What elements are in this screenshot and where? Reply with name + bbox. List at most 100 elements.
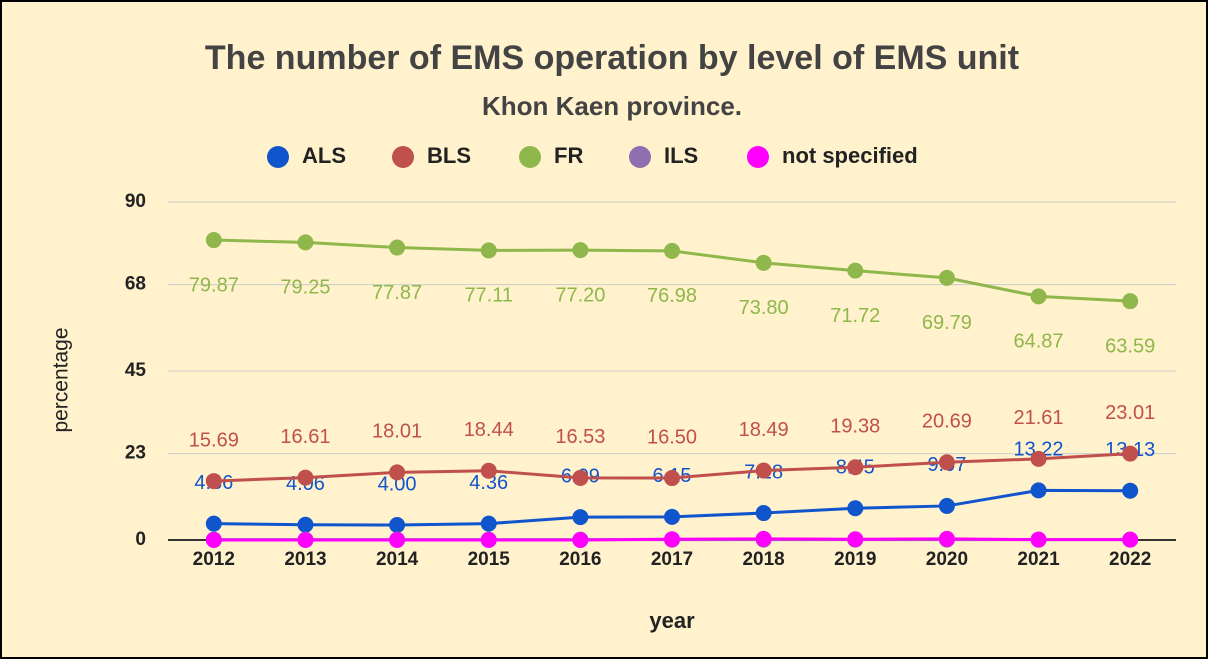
data-point	[664, 508, 680, 525]
y-axis-label: percentage	[50, 327, 73, 432]
data-label: 20.69	[922, 411, 972, 433]
data-point	[389, 532, 406, 548]
data-point	[572, 532, 589, 548]
data-point	[205, 532, 222, 548]
legend-marker	[267, 146, 289, 168]
data-label: 19.38	[830, 415, 880, 437]
legend-label: FR	[554, 143, 583, 168]
chart-subtitle: Khon Kaen province.	[482, 91, 742, 121]
data-point	[1122, 445, 1139, 462]
data-point	[664, 470, 680, 487]
data-point	[1122, 293, 1139, 310]
data-point	[1030, 288, 1047, 305]
data-point	[1122, 531, 1139, 548]
data-point	[389, 464, 406, 481]
y-tick-label: 68	[125, 274, 146, 295]
legend-marker	[629, 146, 651, 168]
data-point	[847, 500, 864, 517]
x-tick-label: 2021	[1017, 549, 1060, 570]
data-point	[480, 532, 497, 548]
data-label: 77.11	[464, 285, 513, 307]
legend-marker	[519, 146, 541, 168]
x-tick-label: 2020	[926, 549, 968, 570]
data-label: 15.69	[189, 429, 239, 451]
data-point	[205, 473, 222, 490]
data-label: 16.50	[647, 426, 697, 448]
data-point	[297, 469, 314, 486]
data-label: 79.25	[280, 277, 330, 299]
x-axis-label: year	[649, 608, 695, 633]
data-label: 71.72	[830, 305, 880, 327]
data-point	[664, 242, 680, 259]
legend-label: ALS	[302, 143, 346, 168]
legend-marker	[392, 146, 414, 168]
data-point	[205, 232, 222, 249]
data-point	[847, 459, 864, 476]
y-tick-label: 0	[135, 529, 146, 550]
x-tick-label: 2019	[834, 549, 876, 570]
x-tick-label: 2014	[376, 549, 419, 570]
data-label: 23.01	[1105, 402, 1155, 424]
x-tick-label: 2018	[742, 549, 784, 570]
x-tick-label: 2015	[468, 549, 511, 570]
data-point	[755, 462, 772, 479]
data-point	[572, 242, 589, 259]
data-label: 18.49	[739, 419, 789, 441]
legend-label: not specified	[782, 143, 918, 168]
data-label: 16.61	[280, 426, 330, 448]
x-tick-label: 2022	[1109, 549, 1151, 570]
data-point	[572, 509, 589, 526]
legend-label: BLS	[427, 143, 471, 168]
data-label: 77.20	[555, 284, 605, 306]
data-point	[938, 530, 955, 547]
data-point	[1030, 450, 1047, 467]
y-tick-label: 23	[125, 443, 146, 464]
data-point	[389, 239, 406, 256]
data-point	[297, 516, 314, 533]
data-label: 13.22	[1014, 439, 1064, 461]
data-label: 76.98	[647, 285, 697, 307]
data-point	[297, 234, 314, 251]
data-point	[1122, 482, 1139, 499]
data-point	[847, 262, 864, 279]
data-point	[755, 254, 772, 271]
data-point	[572, 469, 589, 486]
y-tick-label: 90	[125, 191, 146, 212]
data-point	[938, 454, 955, 471]
x-tick-label: 2012	[193, 549, 235, 570]
data-point	[664, 531, 680, 548]
data-label: 73.80	[739, 297, 789, 319]
data-label: 18.44	[464, 419, 514, 441]
x-tick-label: 2016	[559, 549, 601, 570]
chart-title: The number of EMS operation by level of …	[205, 39, 1019, 77]
data-point	[755, 530, 772, 547]
x-tick-label: 2017	[651, 549, 693, 570]
data-label: 18.01	[372, 421, 422, 443]
legend-label: ILS	[664, 143, 698, 168]
data-label: 4.36	[469, 472, 508, 494]
data-label: 63.59	[1105, 335, 1155, 357]
data-label: 77.87	[372, 282, 422, 304]
data-point	[205, 515, 222, 532]
data-point	[1030, 531, 1047, 548]
data-point	[297, 532, 314, 548]
data-point	[755, 505, 772, 522]
data-point	[1030, 482, 1047, 499]
data-point	[938, 497, 955, 514]
x-tick-label: 2013	[284, 549, 326, 570]
data-point	[480, 515, 497, 532]
data-point	[938, 269, 955, 286]
y-tick-label: 45	[125, 360, 147, 381]
data-point	[389, 516, 406, 533]
data-label: 69.79	[922, 312, 972, 334]
data-label: 4.00	[378, 473, 417, 495]
data-label: 79.87	[189, 274, 239, 296]
legend-marker	[747, 146, 769, 168]
data-label: 64.87	[1014, 331, 1064, 353]
data-label: 16.53	[555, 426, 605, 448]
data-point	[847, 531, 864, 548]
data-point	[480, 242, 497, 259]
data-label: 21.61	[1014, 407, 1064, 429]
